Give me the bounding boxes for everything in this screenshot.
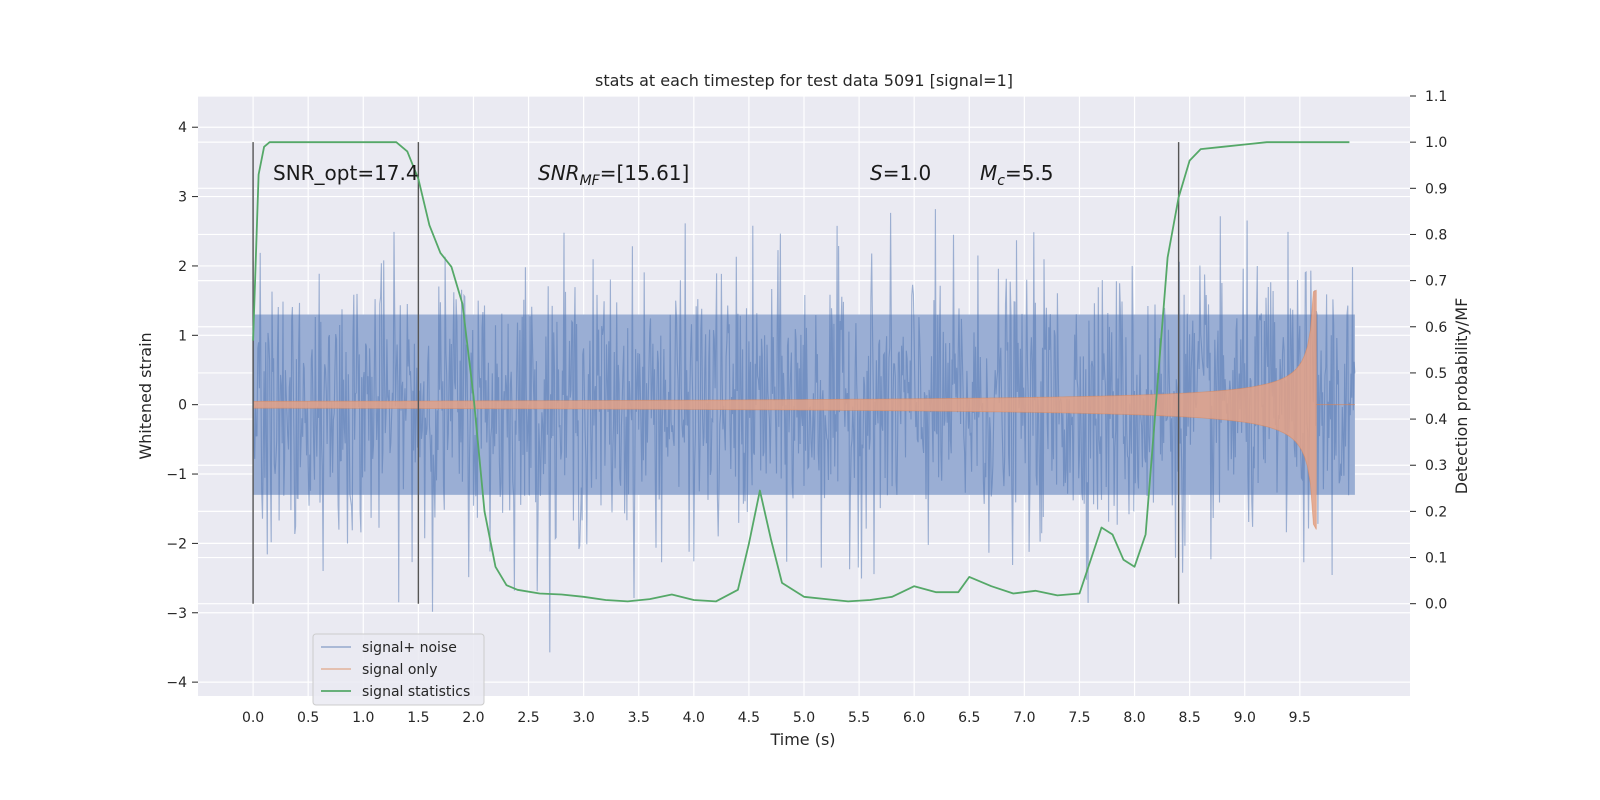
- x-tick-label: 0.0: [242, 710, 264, 726]
- y2-tick-label: 0.3: [1425, 458, 1447, 474]
- chart-title: stats at each timestep for test data 509…: [595, 71, 1013, 90]
- x-tick-label: 6.5: [958, 710, 980, 726]
- series-signal-noise: [252, 209, 1356, 653]
- annotation-s: S=1.0: [870, 161, 931, 185]
- annotation-s-base: S: [870, 161, 883, 185]
- y-tick-label: 1: [178, 328, 187, 344]
- legend: signal+ noise signal only signal statist…: [312, 633, 485, 706]
- x-tick-label: 9.5: [1289, 710, 1311, 726]
- tick-labels: 0.0 0.5 1.0 1.5 2.0 2.5 3.0 3.5 4.0 4.5 5.0 5.5 6.0 6…: [166, 89, 1447, 726]
- legend-label-signal-only: signal only: [362, 662, 437, 678]
- x-tick-label: 4.5: [738, 710, 760, 726]
- y2-tick-label: 0.2: [1425, 504, 1447, 520]
- y2-tick-label: 0.1: [1425, 551, 1447, 567]
- x-tick-label: 5.5: [848, 710, 870, 726]
- x-tick-label: 5.0: [793, 710, 815, 726]
- annotation-snr-opt: SNR_opt=17.4: [273, 161, 419, 185]
- vertical-markers: [252, 142, 1180, 604]
- series-signal-statistics: [252, 141, 1350, 603]
- x-tick-label: 7.0: [1013, 710, 1035, 726]
- annotation-snr-mf: SNRMF=[15.61]: [538, 161, 689, 189]
- x-tick-label: 3.5: [628, 710, 650, 726]
- x-tick-label: 8.0: [1123, 710, 1145, 726]
- y-tick-label: 4: [178, 120, 187, 136]
- y2-tick-label: 0.7: [1425, 274, 1447, 290]
- chirp-series-layer: [252, 289, 1355, 530]
- y2-tick-label: 0.6: [1425, 320, 1447, 336]
- x-tick-label: 0.5: [297, 710, 319, 726]
- x-tick-label: 8.5: [1179, 710, 1201, 726]
- y-axis-label: Whitened strain: [136, 332, 155, 459]
- y2-tick-label: 0.8: [1425, 227, 1447, 243]
- annotation-mc-base: M: [980, 161, 997, 185]
- y-tick-label: 3: [178, 190, 187, 206]
- annotation-snr-mf-sub: MF: [580, 173, 601, 189]
- legend-label-signal-noise: signal+ noise: [362, 640, 457, 656]
- y-tick-label: 2: [178, 259, 187, 275]
- x-tick-label: 7.5: [1068, 710, 1090, 726]
- x-tick-label: 3.0: [573, 710, 595, 726]
- annotation-mc-value: =5.5: [1005, 161, 1054, 185]
- x-tick-label: 1.0: [352, 710, 374, 726]
- y2-axis-label: Detection probability/MF: [1452, 298, 1471, 495]
- annotation-mc-sub: c: [997, 173, 1005, 189]
- x-tick-label: 6.0: [903, 710, 925, 726]
- x-tick-label: 2.5: [517, 710, 539, 726]
- y2-tick-label: 1.1: [1425, 89, 1447, 105]
- legend-box: [312, 633, 485, 706]
- x-tick-label: 9.0: [1234, 710, 1256, 726]
- statistics-series-layer: [252, 141, 1350, 603]
- x-axis-label: Time (s): [769, 730, 835, 749]
- legend-label-signal-statistics: signal statistics: [362, 684, 470, 700]
- y-tick-label: −3: [166, 606, 187, 622]
- y2-tick-label: 0.0: [1425, 597, 1447, 613]
- annotation-snr-mf-base: SNR: [538, 161, 580, 185]
- series-signal-only: [252, 289, 1317, 530]
- y-tick-label: −2: [166, 536, 187, 552]
- annotation-s-value: =1.0: [883, 161, 932, 185]
- y2-tick-label: 0.9: [1425, 181, 1447, 197]
- x-tick-label: 1.5: [407, 710, 429, 726]
- y-tick-label: −4: [166, 675, 187, 691]
- y2-tick-label: 0.5: [1425, 366, 1447, 382]
- x-tick-label: 4.0: [683, 710, 705, 726]
- annotation-snr-mf-value: =[15.61]: [600, 161, 690, 185]
- annotation-mc: Mc=5.5: [980, 161, 1054, 189]
- y-tick-label: 0: [178, 398, 187, 414]
- y2-tick-label: 0.4: [1425, 412, 1447, 428]
- y2-tick-label: 1.0: [1425, 135, 1447, 151]
- y-tick-label: −1: [166, 467, 187, 483]
- x-tick-label: 2.0: [462, 710, 484, 726]
